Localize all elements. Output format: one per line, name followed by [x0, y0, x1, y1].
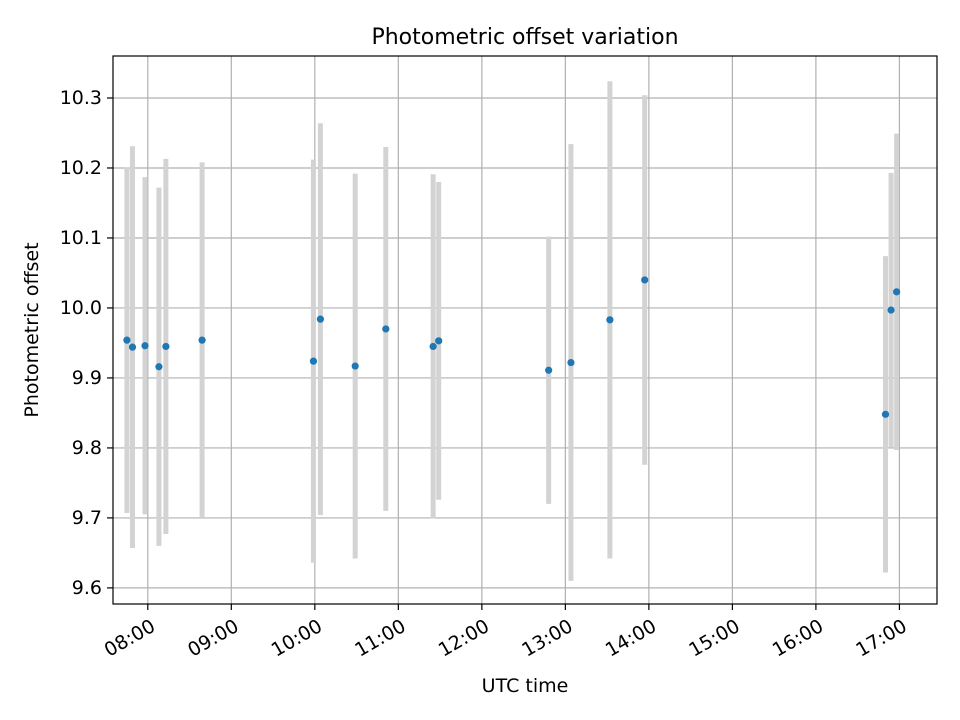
- data-point: [162, 342, 170, 351]
- data-point: [545, 366, 553, 374]
- data-point: [606, 316, 614, 324]
- data-point: [128, 343, 137, 351]
- data-point: [141, 342, 149, 350]
- data-point: [123, 336, 131, 344]
- y-tick-label: 10.0: [60, 297, 102, 319]
- data-point: [155, 363, 163, 371]
- y-tick-label: 9.9: [72, 367, 102, 389]
- chart-title: Photometric offset variation: [371, 25, 678, 50]
- x-axis-label: UTC time: [482, 675, 569, 697]
- y-tick-label: 10.3: [60, 87, 102, 109]
- y-tick-label: 10.2: [60, 157, 102, 179]
- data-point: [435, 337, 443, 345]
- data-point: [351, 362, 359, 370]
- y-tick-label: 10.1: [60, 227, 102, 249]
- data-point: [382, 325, 390, 333]
- y-tick-label: 9.6: [72, 577, 102, 599]
- data-point: [316, 315, 324, 323]
- plot-frame: [112, 55, 938, 605]
- data-points: [123, 276, 901, 418]
- data-point: [309, 357, 318, 365]
- y-axis-label: Photometric offset: [21, 242, 43, 417]
- data-point: [641, 276, 649, 284]
- data-point: [567, 358, 575, 367]
- y-tick-label: 9.8: [72, 437, 102, 459]
- y-axis-ticks: 9.6 9.7 9.8 9.9 10.0 10.1 10.2 10.3: [60, 87, 113, 599]
- data-point: [887, 306, 895, 314]
- y-tick-label: 9.7: [72, 507, 102, 529]
- grid: [113, 56, 937, 604]
- data-point: [881, 410, 890, 418]
- data-point: [893, 288, 901, 296]
- data-point: [429, 342, 437, 351]
- data-point: [198, 336, 206, 344]
